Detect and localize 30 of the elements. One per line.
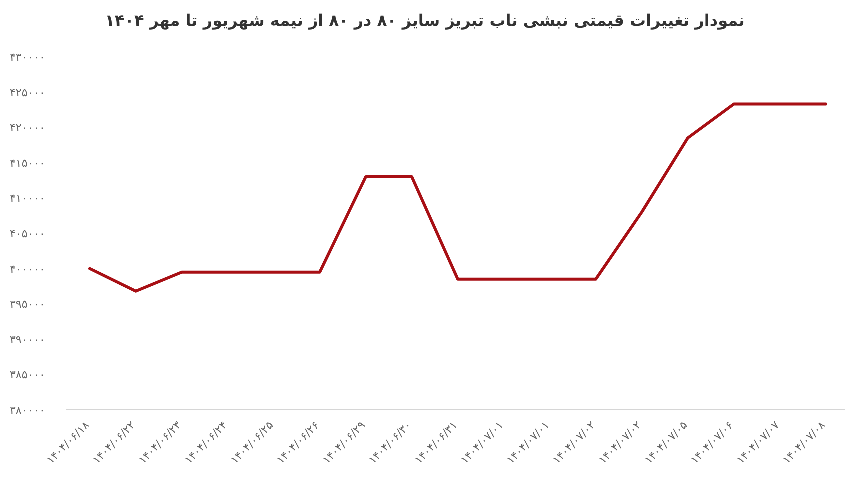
y-tick-label: ۳۸۵۰۰۰ xyxy=(10,368,46,382)
y-tick-label: ۴۰۰۰۰۰ xyxy=(10,262,46,276)
x-tick-label: ۱۴۰۴/۰۶/۳۱ xyxy=(412,418,460,467)
line-series xyxy=(88,102,828,293)
y-tick-label: ۴۳۰۰۰۰ xyxy=(10,51,46,64)
x-tick-label: ۱۴۰۴/۰۷/۰۱ xyxy=(458,418,506,467)
x-tick-label: ۱۴۰۴/۰۷/۰۱ xyxy=(504,418,552,467)
x-tick-label: ۱۴۰۴/۰۶/۲۲ xyxy=(90,418,138,467)
x-tick-label: ۱۴۰۴/۰۶/۳۰ xyxy=(366,418,414,467)
y-tick-label: ۳۸۰۰۰۰ xyxy=(10,404,46,417)
chart-title: نمودار تغییرات قیمتی نبشی ناب تبریز سایز ۸۰ در ۸۰ از نیمه شهریور تا مهر ۱۴۰۴ xyxy=(105,11,745,30)
x-tick-label: ۱۴۰۴/۰۷/۰۸ xyxy=(780,418,828,467)
x-tick-label: ۱۴۰۴/۰۶/۲۳ xyxy=(136,418,184,467)
y-tick-label: ۴۱۵۰۰۰ xyxy=(10,156,46,170)
x-tick-label: ۱۴۰۴/۰۶/۲۹ xyxy=(320,418,368,467)
x-tick-label: ۱۴۰۴/۰۶/۲۶ xyxy=(274,418,322,467)
x-tick-label: ۱۴۰۴/۰۶/۲۵ xyxy=(228,418,276,467)
x-tick-label: ۱۴۰۴/۰۶/۱۸ xyxy=(44,418,92,467)
x-tick-label: ۱۴۰۴/۰۷/۰۷ xyxy=(734,418,782,467)
x-tick-label: ۱۴۰۴/۰۷/۰۲ xyxy=(596,418,644,467)
x-tick-label: ۱۴۰۴/۰۷/۰۶ xyxy=(688,418,736,467)
x-tick-label: ۱۴۰۴/۰۷/۰۲ xyxy=(550,418,598,467)
y-tick-label: ۳۹۰۰۰۰ xyxy=(10,333,46,346)
x-tick-label: ۱۴۰۴/۰۶/۲۴ xyxy=(182,418,230,467)
y-tick-label: ۴۲۵۰۰۰ xyxy=(10,86,46,100)
y-tick-label: ۳۹۵۰۰۰ xyxy=(10,298,46,312)
y-tick-label: ۴۲۰۰۰۰ xyxy=(10,122,46,135)
x-tick-label: ۱۴۰۴/۰۷/۰۵ xyxy=(642,418,690,467)
y-tick-label: ۴۱۰۰۰۰ xyxy=(10,192,46,206)
y-tick-label: ۴۰۵۰۰۰ xyxy=(10,228,46,240)
